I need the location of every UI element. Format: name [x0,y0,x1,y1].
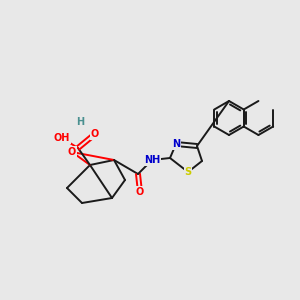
Text: S: S [184,167,192,177]
Text: N: N [172,139,180,149]
Text: O: O [68,147,76,157]
Text: O: O [136,187,144,197]
Text: NH: NH [144,155,160,165]
Text: H: H [76,117,84,127]
Text: OH: OH [54,133,70,143]
Text: O: O [91,129,99,139]
